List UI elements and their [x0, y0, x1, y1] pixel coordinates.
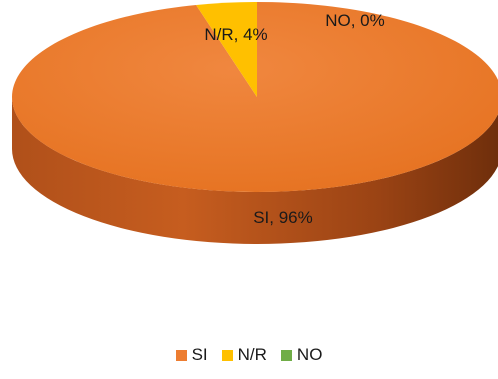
- legend-item-no: NO: [280, 345, 323, 365]
- legend-item-nr: N/R: [221, 345, 267, 365]
- legend-label-no: NO: [296, 345, 323, 364]
- legend-swatch-si: [175, 349, 187, 361]
- data-label-nr: N/R, 4%: [204, 25, 267, 44]
- pie-side-si: [12, 97, 498, 244]
- data-label-no: NO, 0%: [325, 11, 385, 30]
- data-label-si: SI, 96%: [253, 208, 313, 227]
- pie-slice-nr: [196, 1, 257, 97]
- pie-slice-si: [12, 2, 498, 192]
- legend-item-si: SI: [175, 345, 208, 365]
- legend: SI N/R NO: [0, 343, 498, 367]
- legend-swatch-nr: [221, 349, 233, 361]
- legend-label-nr: N/R: [237, 345, 267, 364]
- legend-swatch-no: [280, 349, 292, 361]
- legend-label-si: SI: [191, 345, 208, 364]
